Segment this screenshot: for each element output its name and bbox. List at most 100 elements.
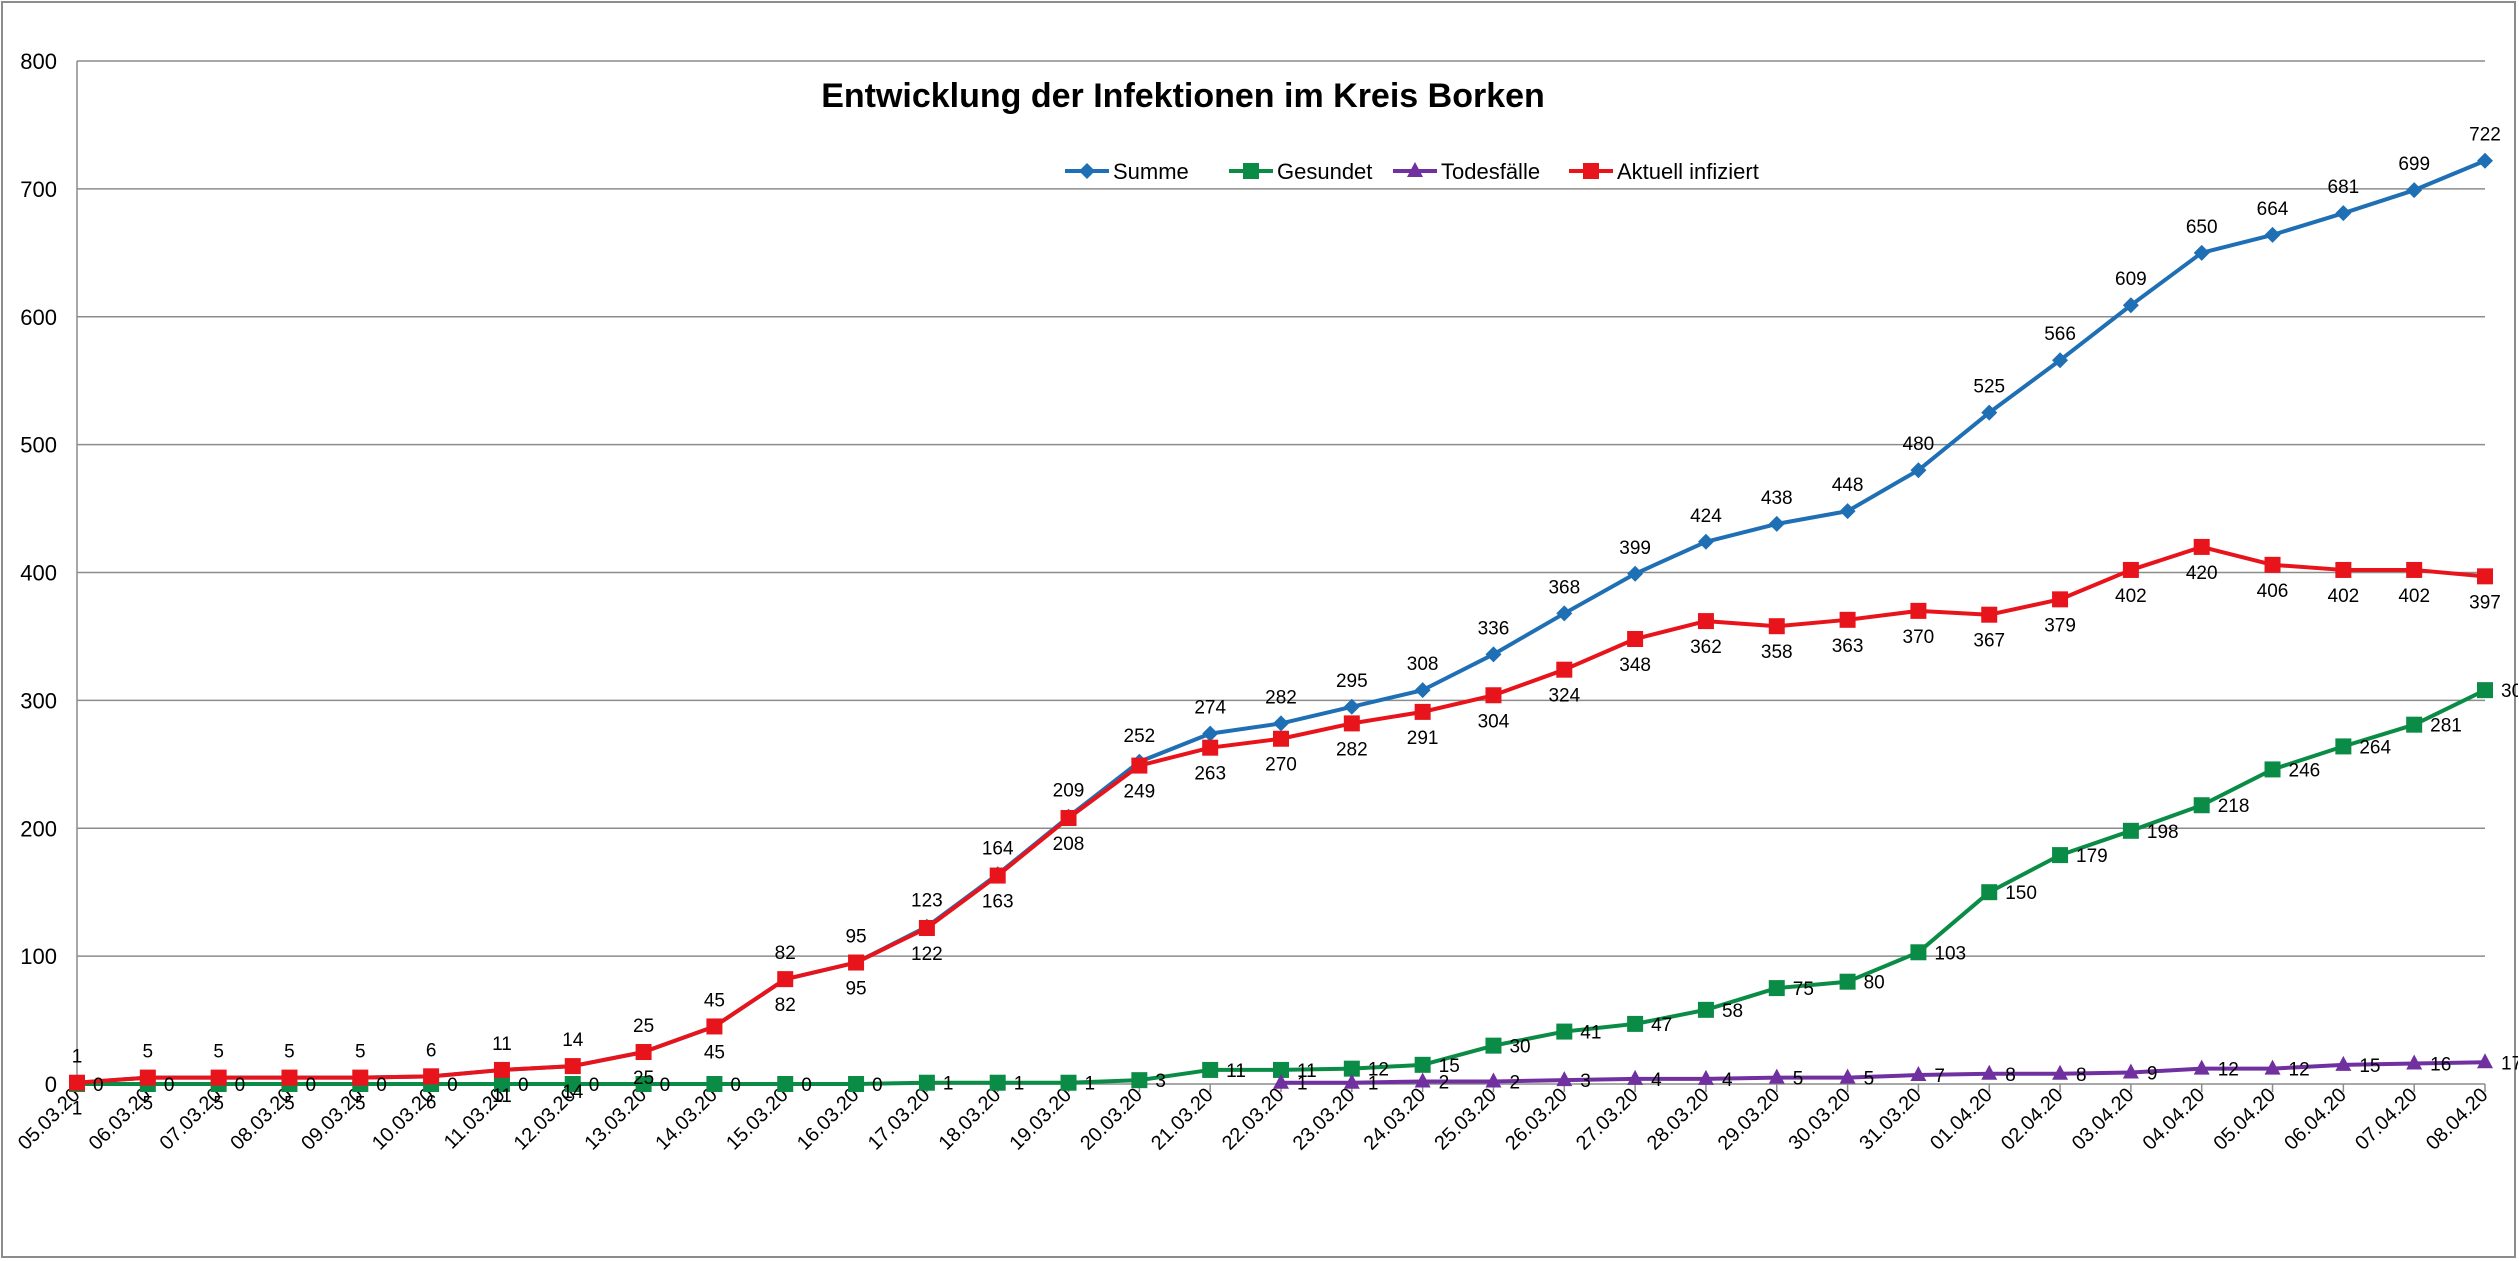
data-point-aktuell-infiziert — [2193, 538, 2210, 555]
series-line-aktuell-infiziert — [76, 544, 2486, 1085]
data-label-summe: 5 — [143, 1042, 154, 1063]
data-point-aktuell-infiziert — [2477, 568, 2493, 585]
data-label-summe: 609 — [2115, 269, 2147, 290]
data-point-todesf-lle — [1485, 1072, 1502, 1088]
data-label-gesundet: 30 — [1509, 1037, 1530, 1058]
data-point-summe — [1556, 605, 1573, 622]
data-label-todesf-lle: 2 — [1509, 1072, 1520, 1093]
data-point-gesundet — [2335, 738, 2352, 755]
data-label-gesundet: 308 — [2501, 681, 2518, 702]
data-label-gesundet: 0 — [93, 1075, 104, 1096]
data-point-summe — [1273, 715, 1289, 732]
gridlines — [77, 60, 2485, 957]
data-label-summe: 45 — [704, 990, 725, 1011]
data-point-summe — [2264, 226, 2281, 243]
data-point-aktuell-infiziert — [1273, 730, 1289, 747]
data-point-summe — [2052, 352, 2069, 369]
data-label-gesundet: 80 — [1864, 973, 1885, 994]
data-label-aktuell-infiziert: 263 — [1194, 764, 1226, 785]
data-point-gesundet — [1060, 1074, 1077, 1091]
data-label-gesundet: 11 — [1297, 1061, 1317, 1082]
data-label-aktuell-infiziert: 6 — [426, 1092, 437, 1113]
data-point-gesundet — [1414, 1056, 1431, 1073]
data-label-aktuell-infiziert: 45 — [704, 1042, 725, 1063]
data-point-gesundet — [989, 1074, 1006, 1091]
data-label-gesundet: 3 — [1155, 1071, 1166, 1092]
data-label-summe: 308 — [1407, 654, 1439, 675]
data-point-gesundet — [2052, 847, 2069, 864]
data-point-todesf-lle — [1273, 1073, 1289, 1089]
data-label-gesundet: 0 — [872, 1075, 883, 1096]
data-point-gesundet — [2264, 761, 2281, 778]
x-tick-label: 08.04.20 — [2422, 1084, 2493, 1155]
data-label-gesundet: 1 — [943, 1074, 954, 1095]
data-label-gesundet: 47 — [1651, 1015, 1672, 1036]
data-label-summe: 722 — [2469, 125, 2501, 146]
data-point-summe — [1768, 515, 1785, 532]
data-point-aktuell-infiziert — [2122, 561, 2139, 578]
data-point-summe — [2477, 152, 2493, 169]
data-label-gesundet: 11 — [1226, 1061, 1246, 1082]
data-label-aktuell-infiziert: 348 — [1619, 655, 1651, 676]
y-tick-label: 400 — [20, 561, 57, 586]
data-label-gesundet: 218 — [2218, 796, 2250, 817]
data-label-gesundet: 0 — [164, 1075, 175, 1096]
data-label-todesf-lle: 7 — [1934, 1066, 1945, 1087]
data-point-summe — [2193, 244, 2210, 261]
data-point-gesundet — [2406, 716, 2423, 733]
data-label-summe: 252 — [1124, 726, 1156, 747]
data-point-aktuell-infiziert — [918, 919, 935, 936]
data-label-aktuell-infiziert: 5 — [213, 1094, 224, 1115]
data-label-todesf-lle: 3 — [1580, 1071, 1591, 1092]
data-label-aktuell-infiziert: 95 — [845, 979, 866, 1000]
data-point-todesf-lle — [1768, 1068, 1785, 1084]
data-point-todesf-lle — [1343, 1073, 1360, 1089]
data-point-todesf-lle — [1981, 1064, 1998, 1080]
data-point-summe — [2406, 182, 2423, 199]
data-label-aktuell-infiziert: 379 — [2044, 615, 2076, 636]
data-label-todesf-lle: 1 — [1368, 1074, 1379, 1095]
data-label-summe: 123 — [911, 891, 943, 912]
data-point-aktuell-infiziert — [989, 867, 1006, 884]
data-label-todesf-lle: 2 — [1439, 1072, 1450, 1093]
data-point-summe — [2335, 205, 2352, 222]
data-label-aktuell-infiziert: 402 — [2115, 586, 2147, 607]
x-tick-label: 02.04.20 — [1997, 1084, 2068, 1155]
data-label-summe: 650 — [2186, 217, 2218, 238]
data-label-gesundet: 58 — [1722, 1001, 1743, 1022]
legend-label-todesf-lle: Todesfälle — [1441, 159, 1540, 184]
data-point-todesf-lle — [1839, 1068, 1856, 1084]
data-label-todesf-lle: 4 — [1722, 1070, 1733, 1091]
data-point-gesundet — [2477, 682, 2493, 699]
x-tick-label: 30.03.20 — [1785, 1084, 1856, 1155]
series-line-summe — [76, 158, 2486, 1085]
data-point-aktuell-infiziert — [1981, 606, 1998, 623]
data-label-todesf-lle: 12 — [2218, 1060, 2239, 1081]
x-tick-label: 21.03.20 — [1147, 1084, 1218, 1155]
data-point-gesundet — [2122, 822, 2139, 839]
data-point-aktuell-infiziert — [139, 1069, 156, 1086]
data-label-summe: 368 — [1548, 577, 1580, 598]
data-label-gesundet: 1 — [1085, 1074, 1096, 1095]
y-tick-label: 600 — [20, 305, 57, 330]
data-label-todesf-lle: 5 — [1864, 1069, 1875, 1090]
data-point-aktuell-infiziert — [2335, 561, 2352, 578]
data-point-aktuell-infiziert — [2052, 591, 2069, 608]
data-point-aktuell-infiziert — [1131, 757, 1148, 774]
data-label-summe: 1 — [72, 1047, 83, 1068]
data-point-todesf-lle — [2122, 1063, 2139, 1079]
data-point-gesundet — [848, 1076, 865, 1092]
data-label-gesundet: 0 — [376, 1075, 387, 1096]
x-tick-label: 25.03.20 — [1430, 1084, 1501, 1155]
data-label-summe: 6 — [426, 1040, 437, 1061]
data-point-aktuell-infiziert — [1060, 810, 1077, 827]
data-label-todesf-lle: 8 — [2005, 1065, 2016, 1086]
data-label-todesf-lle: 5 — [1793, 1069, 1804, 1090]
data-label-summe: 282 — [1265, 687, 1297, 708]
data-label-aktuell-infiziert: 25 — [633, 1068, 654, 1089]
data-label-todesf-lle: 1 — [1297, 1074, 1308, 1095]
data-point-todesf-lle — [1627, 1069, 1644, 1085]
data-label-summe: 295 — [1336, 671, 1368, 692]
data-label-aktuell-infiziert: 282 — [1336, 739, 1368, 760]
